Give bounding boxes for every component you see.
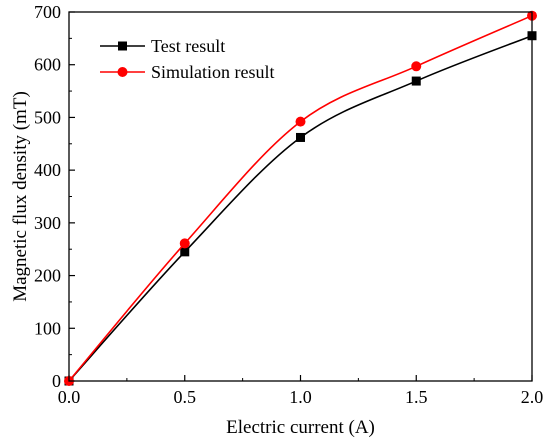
- legend-entry: Test result: [100, 36, 225, 56]
- legend-entry: Simulation result: [100, 62, 275, 82]
- x-tick-label: 2.0: [521, 387, 544, 407]
- x-tick-label: 1.0: [289, 387, 312, 407]
- series-line: [68, 14, 533, 382]
- data-point: [411, 61, 422, 72]
- x-axis-ticks: 0.0 0.5 1.0 1.5 2.0: [58, 375, 544, 407]
- legend: Test result Simulation result: [100, 36, 275, 82]
- x-tick-label: 0.5: [174, 387, 197, 407]
- data-point: [296, 132, 305, 142]
- y-tick-label: 0: [52, 371, 61, 391]
- series-layer: [64, 10, 537, 386]
- x-tick-label: 1.5: [405, 387, 428, 407]
- y-tick-label: 100: [34, 318, 61, 338]
- legend-label: Test result: [151, 36, 225, 56]
- legend-label: Simulation result: [151, 62, 275, 82]
- y-tick-label: 500: [34, 107, 61, 127]
- y-tick-label: 300: [34, 213, 61, 233]
- legend-marker: [118, 41, 127, 51]
- data-point: [180, 247, 190, 257]
- series-2: [64, 10, 537, 386]
- data-point: [179, 238, 190, 249]
- x-axis-title: Electric current (A): [226, 417, 375, 438]
- y-axis-title: Magnetic flux density (mT): [10, 91, 31, 302]
- y-tick-label: 200: [34, 266, 61, 286]
- y-tick-label: 700: [34, 2, 61, 22]
- data-point: [411, 76, 421, 86]
- data-point: [295, 116, 306, 127]
- legend-marker: [117, 67, 128, 77]
- series-line: [68, 34, 533, 382]
- y-tick-label: 600: [34, 55, 61, 75]
- y-axis-ticks: 0 100 200 300 400 500 600 700: [34, 2, 75, 391]
- plot-frame: [68, 11, 533, 382]
- y-tick-label: 400: [34, 160, 61, 180]
- x-tick-label: 0.0: [58, 387, 81, 407]
- series-1: [64, 31, 537, 386]
